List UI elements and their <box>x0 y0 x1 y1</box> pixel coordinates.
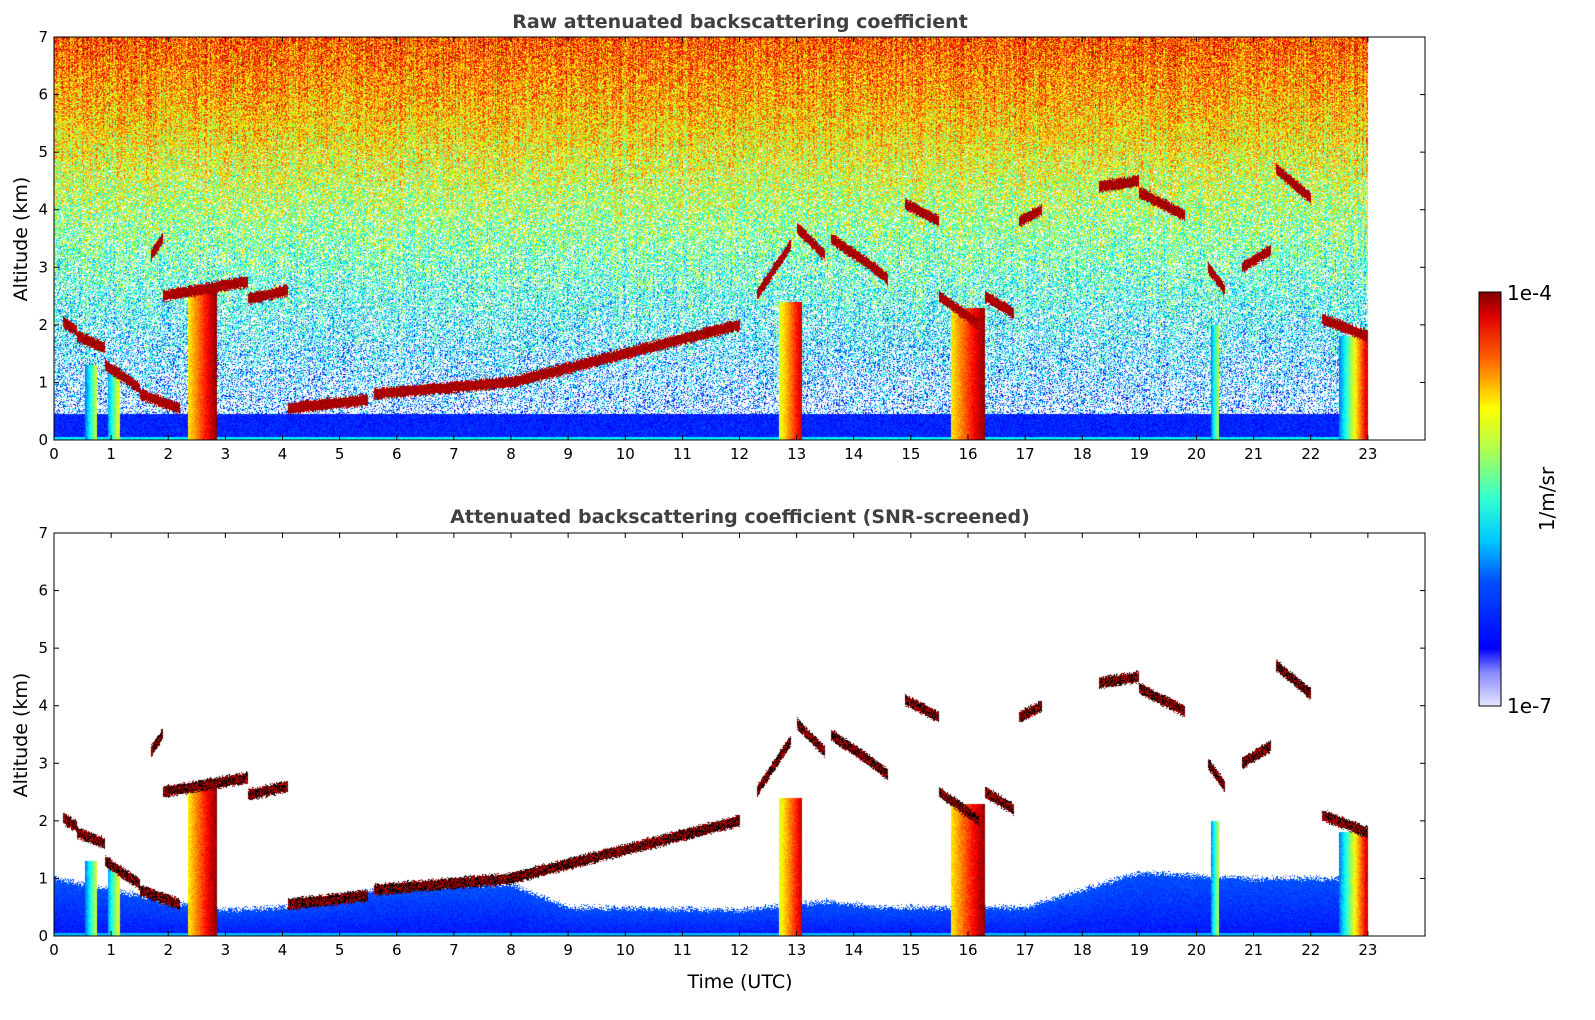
panel-raw-heatmap-container <box>54 37 1425 440</box>
panel-screened-y-ticks: 0 1 2 3 4 5 6 7 <box>38 524 1425 945</box>
y-tick-label: 3 <box>38 754 48 772</box>
x-tick-label: 21 <box>1244 941 1263 959</box>
x-tick-label: 3 <box>221 445 231 463</box>
panel-raw-y-ticks: 0 1 2 3 4 5 6 7 <box>38 28 1425 449</box>
x-tick-label: 6 <box>392 941 402 959</box>
panel-screened-y-axis-label: Altitude (km) <box>10 673 32 798</box>
colorbar-min-label: 1e-7 <box>1507 694 1552 718</box>
panel-raw-plot-area <box>53 36 1426 441</box>
panel-screened-x-ticks: 0 1 2 3 4 5 6 7 8 9 10 11 12 13 14 15 16 17 18 19 20 21 22 23 <box>49 533 1377 959</box>
panel-screened-plot-area <box>53 532 1426 937</box>
x-tick-label: 9 <box>563 445 573 463</box>
panel-raw-x-ticks: 0 1 2 3 4 5 6 7 8 9 10 11 12 13 14 15 16 17 18 19 20 21 22 23 <box>49 37 1377 463</box>
x-tick-label: 13 <box>787 941 806 959</box>
x-tick-label: 2 <box>163 445 173 463</box>
x-tick-label: 1 <box>106 941 116 959</box>
x-tick-label: 21 <box>1244 445 1263 463</box>
panel-screened-title: Attenuated backscattering coefficient (S… <box>450 506 1030 528</box>
x-tick-label: 20 <box>1187 941 1206 959</box>
x-tick-label: 18 <box>1073 941 1092 959</box>
panel-screened: Attenuated backscattering coefficient (S… <box>10 506 1426 993</box>
x-tick-label: 15 <box>901 941 920 959</box>
x-tick-label: 5 <box>335 445 345 463</box>
colorbar-label: 1/m/sr <box>1535 466 1559 531</box>
y-tick-label: 1 <box>38 869 48 887</box>
x-tick-label: 2 <box>163 941 173 959</box>
x-tick-label: 12 <box>730 445 749 463</box>
x-tick-label: 18 <box>1073 445 1092 463</box>
x-tick-label: 8 <box>506 941 516 959</box>
x-tick-label: 19 <box>1130 445 1149 463</box>
panel-raw: Raw attenuated backscattering coefficien… <box>10 11 1426 463</box>
x-tick-label: 9 <box>563 941 573 959</box>
x-tick-label: 22 <box>1301 941 1320 959</box>
x-tick-label: 4 <box>278 941 288 959</box>
colorbar-gradient <box>1478 291 1502 707</box>
y-tick-label: 4 <box>38 201 48 219</box>
x-tick-label: 13 <box>787 445 806 463</box>
x-tick-label: 14 <box>844 445 863 463</box>
x-tick-label: 7 <box>449 941 459 959</box>
y-tick-label: 1 <box>38 373 48 391</box>
panel-raw-y-axis-label: Altitude (km) <box>10 177 32 302</box>
x-tick-label: 0 <box>49 941 59 959</box>
y-tick-label: 4 <box>38 697 48 715</box>
x-tick-label: 19 <box>1130 941 1149 959</box>
y-tick-label: 6 <box>38 582 48 600</box>
y-tick-label: 6 <box>38 86 48 104</box>
x-tick-label: 22 <box>1301 445 1320 463</box>
x-tick-label: 3 <box>221 941 231 959</box>
x-tick-label: 6 <box>392 445 402 463</box>
x-tick-label: 7 <box>449 445 459 463</box>
x-tick-label: 0 <box>49 445 59 463</box>
x-tick-label: 20 <box>1187 445 1206 463</box>
x-tick-label: 23 <box>1358 445 1377 463</box>
y-tick-label: 7 <box>38 524 48 542</box>
panel-screened-x-axis-label: Time (UTC) <box>686 971 792 993</box>
y-tick-label: 5 <box>38 639 48 657</box>
x-tick-label: 17 <box>1016 445 1035 463</box>
y-tick-label: 2 <box>38 812 48 830</box>
y-tick-label: 0 <box>38 431 48 449</box>
x-tick-label: 11 <box>673 941 692 959</box>
x-tick-label: 10 <box>616 445 635 463</box>
colorbar-max-label: 1e-4 <box>1507 281 1552 305</box>
x-tick-label: 8 <box>506 445 516 463</box>
panel-raw-title: Raw attenuated backscattering coefficien… <box>512 11 968 33</box>
x-tick-label: 16 <box>958 445 977 463</box>
panel-screened-heatmap <box>54 533 1425 936</box>
y-tick-label: 5 <box>38 143 48 161</box>
y-tick-label: 3 <box>38 258 48 276</box>
panel-screened-heatmap-container <box>54 533 1425 936</box>
y-tick-label: 2 <box>38 316 48 334</box>
x-tick-label: 16 <box>958 941 977 959</box>
x-tick-label: 5 <box>335 941 345 959</box>
panel-raw-heatmap <box>54 37 1425 440</box>
x-tick-label: 1 <box>106 445 116 463</box>
colorbar: 1e-4 1e-7 1/m/sr <box>1478 281 1559 718</box>
x-tick-label: 17 <box>1016 941 1035 959</box>
y-tick-label: 0 <box>38 927 48 945</box>
x-tick-label: 10 <box>616 941 635 959</box>
x-tick-label: 15 <box>901 445 920 463</box>
x-tick-label: 14 <box>844 941 863 959</box>
x-tick-label: 11 <box>673 445 692 463</box>
x-tick-label: 4 <box>278 445 288 463</box>
y-tick-label: 7 <box>38 28 48 46</box>
x-tick-label: 23 <box>1358 941 1377 959</box>
x-tick-label: 12 <box>730 941 749 959</box>
